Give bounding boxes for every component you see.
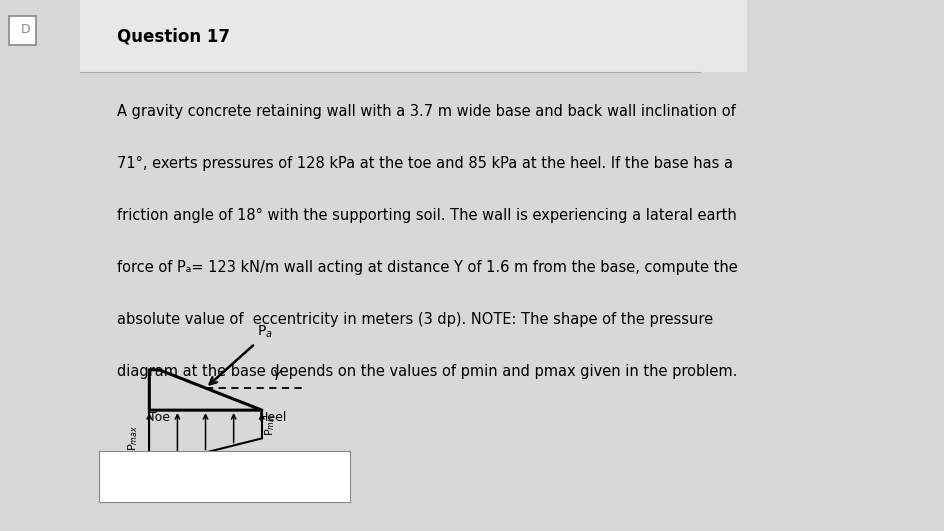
Text: A gravity concrete retaining wall with a 3.7 m wide base and back wall inclinati: A gravity concrete retaining wall with a… bbox=[117, 104, 735, 119]
Text: 71°, exerts pressures of 128 kPa at the toe and 85 kPa at the heel. If the base : 71°, exerts pressures of 128 kPa at the … bbox=[117, 156, 733, 171]
FancyBboxPatch shape bbox=[9, 15, 36, 45]
Bar bbox=[80, 0, 746, 72]
Text: absolute value of  eccentricity in meters (3 dp). NOTE: The shape of the pressur: absolute value of eccentricity in meters… bbox=[117, 312, 713, 327]
Text: P$_{max}$: P$_{max}$ bbox=[126, 425, 140, 451]
Text: Y: Y bbox=[272, 369, 279, 383]
Text: force of Pₐ= 123 kN/m wall acting at distance Y of 1.6 m from the base, compute : force of Pₐ= 123 kN/m wall acting at dis… bbox=[117, 260, 737, 275]
Text: Toe: Toe bbox=[149, 411, 170, 424]
Text: D: D bbox=[21, 23, 30, 36]
Text: Heel: Heel bbox=[259, 411, 287, 424]
Text: diagram at the base depends on the values of pmin and pmax given in the problem.: diagram at the base depends on the value… bbox=[117, 364, 736, 379]
Text: P$_{min}$: P$_{min}$ bbox=[263, 413, 277, 436]
Text: Question 17: Question 17 bbox=[117, 27, 229, 45]
Text: friction angle of 18° with the supporting soil. The wall is experiencing a later: friction angle of 18° with the supportin… bbox=[117, 208, 736, 223]
Text: P$_a$: P$_a$ bbox=[257, 323, 273, 339]
